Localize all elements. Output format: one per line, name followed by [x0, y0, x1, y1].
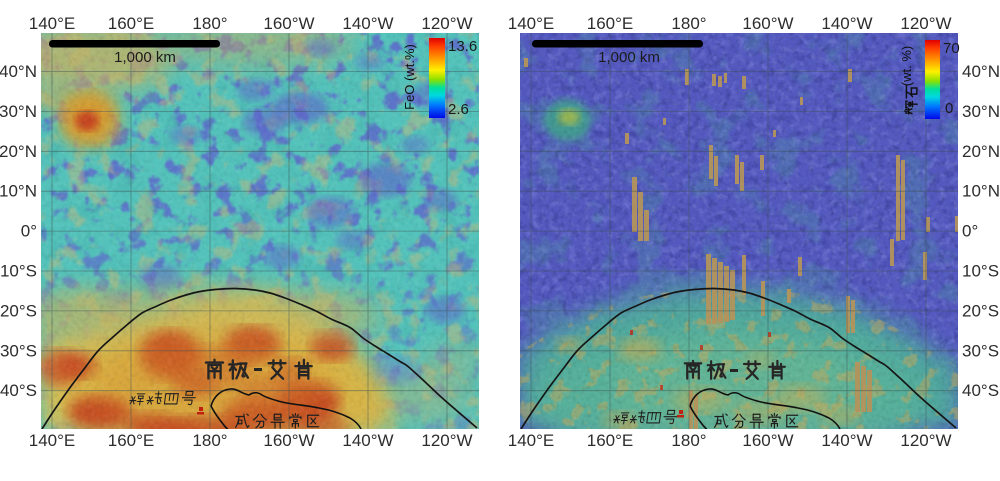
svg-text:70: 70 — [943, 40, 960, 57]
svg-text:120°W: 120°W — [421, 431, 472, 450]
svg-text:160°W: 160°W — [263, 14, 314, 33]
svg-text:40°S: 40°S — [962, 381, 999, 400]
svg-text:20°S: 20°S — [0, 301, 37, 320]
svg-text:120°W: 120°W — [421, 14, 472, 33]
svg-text:140°W: 140°W — [821, 14, 872, 33]
svg-text:FeO (wt.%): FeO (wt.%) — [402, 44, 417, 110]
svg-text:30°S: 30°S — [0, 341, 37, 360]
svg-text:120°W: 120°W — [900, 431, 951, 450]
svg-text:140°E: 140°E — [29, 14, 76, 33]
svg-text:(wt. %): (wt. %) — [899, 46, 914, 86]
svg-text:140°W: 140°W — [821, 431, 872, 450]
svg-text:30°N: 30°N — [962, 102, 1000, 121]
svg-text:1,000 km: 1,000 km — [114, 49, 176, 66]
svg-text:10°S: 10°S — [962, 262, 999, 281]
svg-text:1,000 km: 1,000 km — [598, 49, 660, 66]
svg-text:10°N: 10°N — [962, 182, 1000, 201]
svg-text:0°: 0° — [962, 222, 978, 241]
svg-text:30°S: 30°S — [962, 341, 999, 360]
svg-text:20°N: 20°N — [0, 142, 37, 161]
svg-text:160°W: 160°W — [742, 431, 793, 450]
svg-text:140°W: 140°W — [342, 431, 393, 450]
svg-text:140°E: 140°E — [508, 14, 555, 33]
svg-text:0: 0 — [945, 100, 953, 117]
svg-text:40°N: 40°N — [0, 62, 37, 81]
svg-text:2.6: 2.6 — [448, 101, 469, 118]
svg-text:140°W: 140°W — [342, 14, 393, 33]
svg-text:0°: 0° — [21, 222, 37, 241]
svg-text:160°W: 160°W — [742, 14, 793, 33]
svg-text:10°S: 10°S — [0, 262, 37, 281]
svg-text:180°: 180° — [192, 14, 227, 33]
svg-text:160°W: 160°W — [263, 431, 314, 450]
svg-text:180°: 180° — [671, 431, 706, 450]
svg-text:140°E: 140°E — [29, 431, 76, 450]
svg-text:120°W: 120°W — [900, 14, 951, 33]
svg-text:160°E: 160°E — [587, 14, 634, 33]
svg-text:20°S: 20°S — [962, 301, 999, 320]
svg-text:140°E: 140°E — [508, 431, 555, 450]
svg-text:40°N: 40°N — [962, 62, 1000, 81]
svg-text:180°: 180° — [671, 14, 706, 33]
svg-text:30°N: 30°N — [0, 102, 37, 121]
svg-text:40°S: 40°S — [0, 381, 37, 400]
svg-text:180°: 180° — [192, 431, 227, 450]
svg-text:13.6: 13.6 — [448, 38, 477, 55]
svg-text:160°E: 160°E — [108, 431, 155, 450]
svg-text:20°N: 20°N — [962, 142, 1000, 161]
svg-text:160°E: 160°E — [587, 431, 634, 450]
svg-text:10°N: 10°N — [0, 182, 37, 201]
svg-text:160°E: 160°E — [108, 14, 155, 33]
